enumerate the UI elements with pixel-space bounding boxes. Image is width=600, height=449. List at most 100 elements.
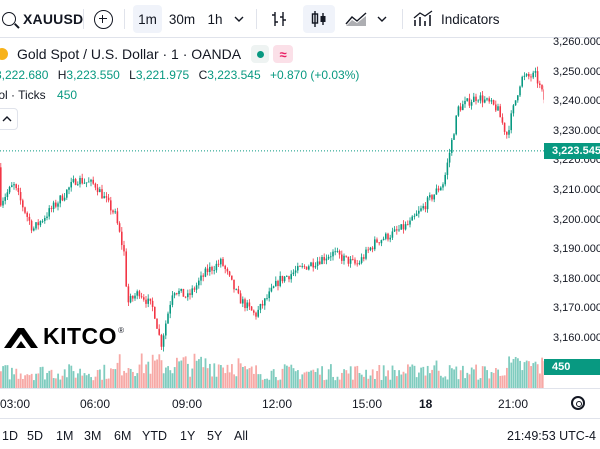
chevron-down-icon xyxy=(234,16,244,22)
volume-bar xyxy=(330,364,332,388)
chart-style-dropdown[interactable] xyxy=(372,5,392,33)
candle-body xyxy=(530,76,532,78)
volume-bar xyxy=(264,378,266,388)
range-1y-button[interactable]: 1Y xyxy=(180,429,196,443)
range-5y-button[interactable]: 5Y xyxy=(207,429,223,443)
volume-bar xyxy=(189,376,191,388)
legend-collapse-button[interactable] xyxy=(0,108,18,130)
volume-bar xyxy=(114,369,117,388)
candle-body xyxy=(239,293,242,304)
volume-bar xyxy=(226,364,229,388)
top-toolbar: XAUUSD 1m 30m 1h Indicato xyxy=(0,0,600,38)
volume-bar xyxy=(275,376,277,388)
range-6m-button[interactable]: 6M xyxy=(114,429,132,443)
candles-style-button[interactable] xyxy=(303,5,335,33)
volume-bar xyxy=(510,362,513,388)
area-style-button[interactable] xyxy=(341,5,371,33)
volume-bar xyxy=(323,380,326,388)
candle-body xyxy=(4,197,6,201)
volume-bar xyxy=(96,370,99,388)
kitco-logo-mark xyxy=(4,327,38,348)
range-3m-button[interactable]: 3M xyxy=(84,429,102,443)
candle-body xyxy=(424,206,427,210)
volume-bar xyxy=(198,359,200,388)
volume-bar xyxy=(15,368,18,388)
volume-tag: 450 xyxy=(544,359,600,375)
interval-1m-button[interactable]: 1m xyxy=(133,5,162,33)
candle-body xyxy=(226,269,229,272)
volume-bar xyxy=(356,365,359,388)
utc-clock[interactable]: 21:49:53 UTC-4 xyxy=(507,429,596,443)
volume-bar xyxy=(215,376,218,388)
market-status-badge[interactable] xyxy=(251,45,270,63)
bar-style-button[interactable] xyxy=(264,5,294,33)
legend-title-row[interactable]: Gold Spot / U.S. Dollar · 1 · OANDA ≈ xyxy=(0,45,294,63)
candle-body xyxy=(202,275,204,277)
candle-body xyxy=(85,182,88,184)
compare-symbol-button[interactable] xyxy=(89,5,117,33)
candle-body xyxy=(448,152,451,163)
candle-body xyxy=(479,95,482,101)
range-1d-button[interactable]: 1D xyxy=(2,429,18,443)
volume-bar xyxy=(220,365,222,388)
volume-bar xyxy=(290,364,293,388)
volume-bar xyxy=(341,372,343,388)
symbol-search[interactable]: XAUUSD xyxy=(0,7,83,31)
volume-value: 450 xyxy=(57,88,78,102)
volume-bar xyxy=(495,368,497,388)
volume-bar xyxy=(125,372,128,388)
volume-bar xyxy=(367,378,370,388)
candle-body xyxy=(211,266,213,271)
candle-body xyxy=(107,197,110,201)
indicators-button[interactable]: Indicators xyxy=(413,5,513,33)
legend-volume[interactable]: Vol · Ticks 450 xyxy=(0,88,77,102)
indicators-icon xyxy=(413,10,433,26)
candle-body xyxy=(429,195,431,198)
volume-bar xyxy=(129,368,132,388)
interval-dropdown[interactable] xyxy=(229,5,249,33)
volume-bar xyxy=(521,370,524,388)
range-ytd-button[interactable]: YTD xyxy=(142,429,167,443)
volume-bar xyxy=(171,373,174,388)
volume-bar xyxy=(294,371,297,388)
candle-body xyxy=(17,188,20,193)
settings-icon[interactable] xyxy=(571,396,585,410)
volume-bar xyxy=(411,364,414,388)
candle-body xyxy=(499,106,501,118)
candle-body xyxy=(206,268,209,273)
range-1m-button[interactable]: 1M xyxy=(56,429,74,443)
volume-bar xyxy=(517,358,519,388)
candle-body xyxy=(418,210,420,214)
volume-bar xyxy=(0,371,2,388)
data-flag-badge[interactable]: ≈ xyxy=(273,45,294,63)
range-5d-button[interactable]: 5D xyxy=(27,429,43,443)
interval-1h-button[interactable]: 1h xyxy=(207,11,223,27)
candle-body xyxy=(334,251,336,253)
volume-bar xyxy=(473,369,475,388)
time-axis[interactable]: 03:00 06:00 09:00 12:00 15:00 18 21:00 xyxy=(0,388,600,418)
candle-body xyxy=(391,231,394,238)
volume-bar xyxy=(299,379,301,388)
candle-body xyxy=(33,228,35,231)
volume-bar xyxy=(530,366,532,388)
interval-30m-button[interactable]: 30m xyxy=(168,11,196,27)
candle-body xyxy=(426,197,429,210)
candle-body xyxy=(90,179,92,182)
candle-body xyxy=(81,177,83,184)
candle-body xyxy=(162,335,165,347)
volume-bar xyxy=(149,373,152,388)
volume-bar xyxy=(83,373,86,388)
volume-bar xyxy=(160,360,163,388)
price-axis[interactable]: 3,260.000 3,250.000 3,240.000 3,230.000 3,22… xyxy=(544,36,600,388)
candle-body xyxy=(83,182,86,184)
volume-bar xyxy=(118,354,121,388)
volume-bar xyxy=(501,375,504,388)
volume-bar xyxy=(169,370,172,388)
candle-body xyxy=(404,224,407,230)
volume-bar xyxy=(371,369,374,388)
candle-body xyxy=(253,310,255,313)
range-all-button[interactable]: All xyxy=(234,429,248,443)
volume-bar xyxy=(369,375,372,388)
candle-body xyxy=(523,75,526,77)
